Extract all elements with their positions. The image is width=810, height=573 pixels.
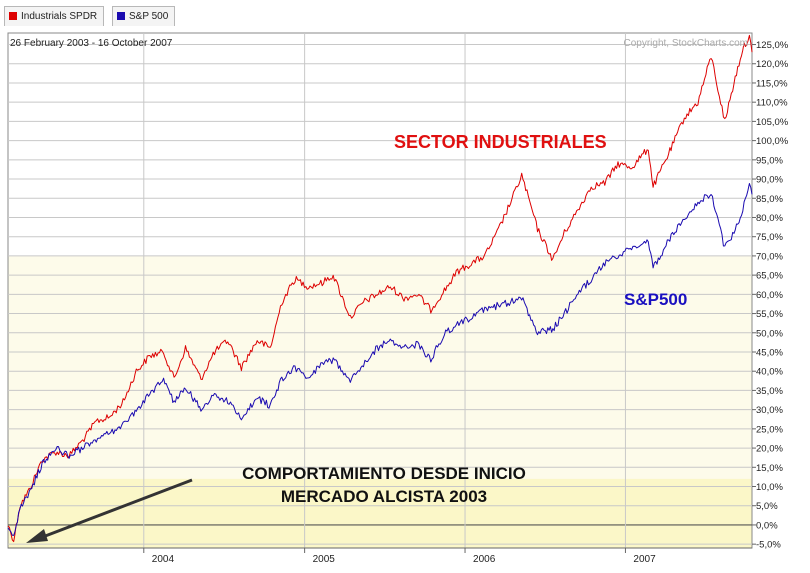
y-tick-label: 85,0% bbox=[756, 194, 783, 205]
legend-item-sp500[interactable]: S&P 500 bbox=[112, 6, 176, 26]
y-axis: -5,0% 0,0% 5,0% 10,0% 15,0% 20,0% 25,0% 30,0% 35… bbox=[752, 40, 789, 551]
industrials-annotation: SECTOR INDUSTRIALES bbox=[394, 132, 607, 152]
arrow-annotation bbox=[26, 478, 193, 543]
y-tick-label: 125,0% bbox=[756, 40, 789, 51]
date-range: 26 February 2003 - 16 October 2007 bbox=[10, 38, 173, 49]
note-line-2: MERCADO ALCISTA 2003 bbox=[281, 487, 487, 506]
x-tick-label: 2004 bbox=[152, 554, 175, 565]
x-tick-label: 2007 bbox=[633, 554, 656, 565]
y-tick-label: 115,0% bbox=[756, 78, 788, 89]
industrials-swatch-icon bbox=[9, 12, 17, 20]
y-tick-label: 75,0% bbox=[756, 232, 783, 243]
arrow-head-icon bbox=[26, 529, 48, 543]
legend-label-industrials: Industrials SPDR bbox=[21, 11, 98, 22]
x-axis: 2004 2005 2006 2007 bbox=[8, 547, 752, 565]
legend-item-industrials[interactable]: Industrials SPDR bbox=[4, 6, 105, 26]
y-tick-label: 45,0% bbox=[756, 347, 783, 358]
y-tick-label: 30,0% bbox=[756, 405, 783, 416]
y-tick-label: 5,0% bbox=[756, 501, 778, 512]
y-tick-label: 110,0% bbox=[756, 98, 788, 109]
y-tick-label: 65,0% bbox=[756, 271, 783, 282]
shaded-band-light bbox=[8, 255, 752, 479]
y-tick-label: 10,0% bbox=[756, 482, 783, 493]
y-tick-label: 35,0% bbox=[756, 386, 783, 397]
sp500-annotation: S&P500 bbox=[624, 290, 687, 309]
sp500-swatch-icon bbox=[117, 12, 125, 20]
y-tick-label: 105,0% bbox=[756, 117, 789, 128]
y-tick-label: 50,0% bbox=[756, 328, 783, 339]
note-line-1: COMPORTAMIENTO DESDE INICIO bbox=[242, 464, 526, 483]
y-tick-label: 15,0% bbox=[756, 463, 783, 474]
y-tick-label: 20,0% bbox=[756, 444, 783, 455]
y-tick-label: 40,0% bbox=[756, 367, 783, 378]
y-tick-label: 60,0% bbox=[756, 290, 783, 301]
y-tick-label: 55,0% bbox=[756, 309, 783, 320]
x-tick-label: 2006 bbox=[473, 554, 496, 565]
performance-chart: -5,0% 0,0% 5,0% 10,0% 15,0% 20,0% 25,0% 30,0% 35… bbox=[7, 32, 789, 565]
y-tick-label: 100,0% bbox=[756, 136, 789, 147]
y-tick-label: 0,0% bbox=[756, 520, 778, 531]
copyright-text: Copyright, StockCharts.com bbox=[624, 38, 749, 49]
legend-label-sp500: S&P 500 bbox=[129, 11, 169, 22]
grid-lines bbox=[8, 33, 752, 548]
series-layer bbox=[7, 34, 753, 543]
y-tick-label: 70,0% bbox=[756, 251, 783, 262]
legend-tabs: Industrials SPDR S&P 500 bbox=[0, 0, 810, 27]
y-tick-label: -5,0% bbox=[756, 540, 781, 551]
plot-background bbox=[7, 32, 753, 549]
industrials-series-line bbox=[7, 34, 753, 543]
y-tick-label: 80,0% bbox=[756, 213, 783, 224]
x-tick-label: 2005 bbox=[313, 554, 336, 565]
y-tick-label: 25,0% bbox=[756, 424, 783, 435]
y-tick-label: 95,0% bbox=[756, 155, 783, 166]
y-tick-label: 90,0% bbox=[756, 175, 783, 186]
sp500-series-line bbox=[7, 183, 753, 536]
arrow-shaft bbox=[39, 478, 193, 540]
y-tick-label: 120,0% bbox=[756, 59, 789, 70]
shaded-band-yellow bbox=[8, 478, 752, 548]
